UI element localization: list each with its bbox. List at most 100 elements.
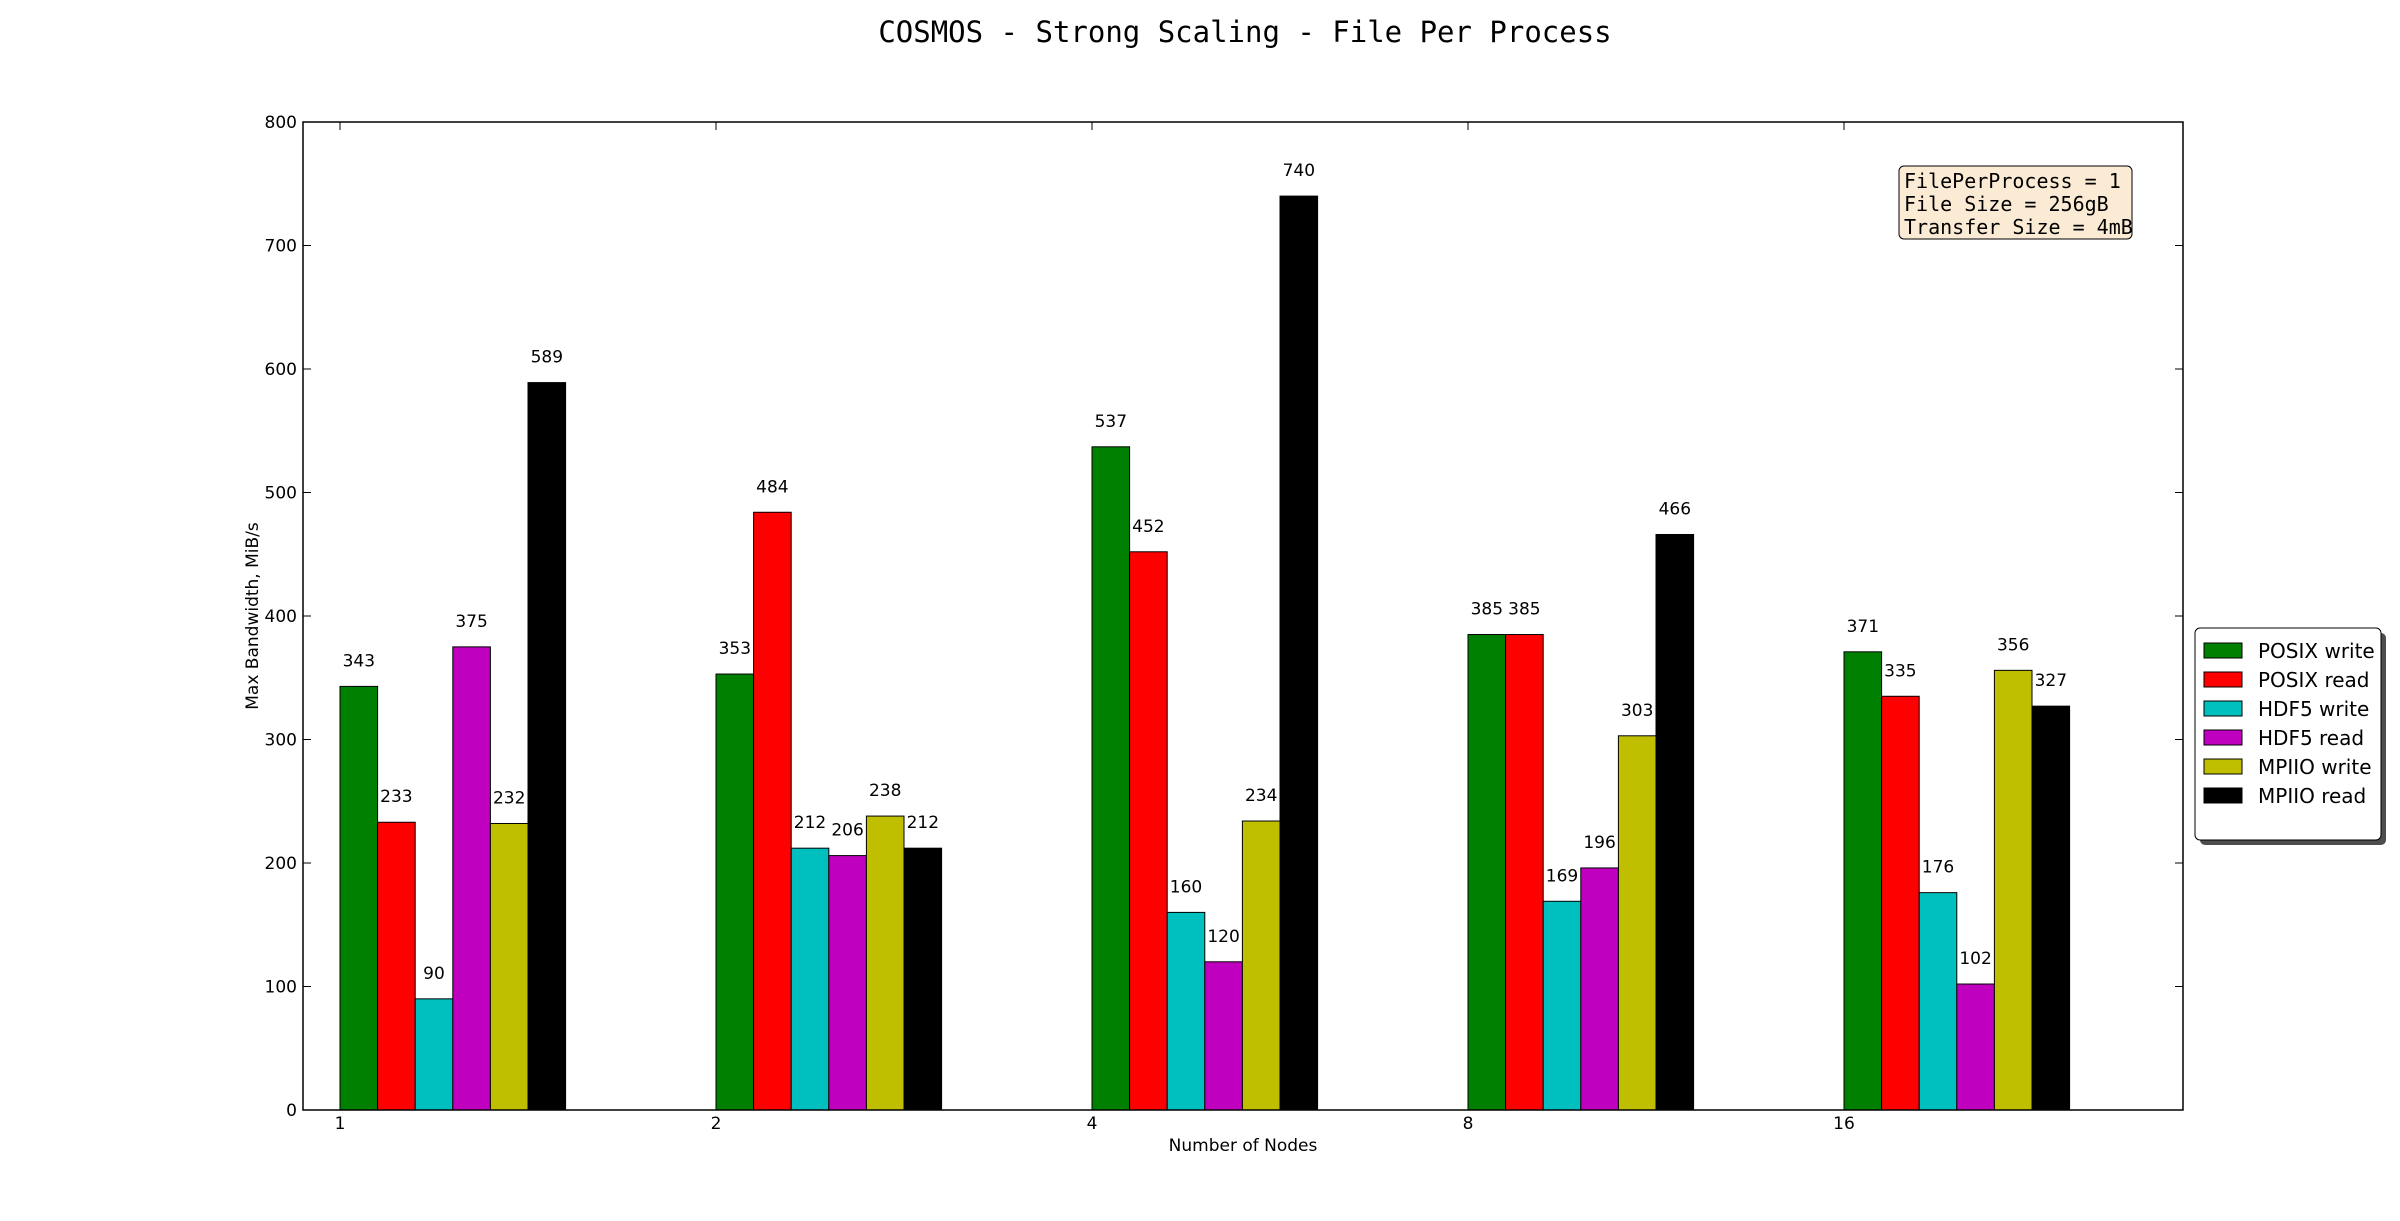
y-tick-label: 700 xyxy=(265,237,297,257)
bar xyxy=(1580,867,1619,1111)
bar xyxy=(865,815,905,1111)
data-label: 371 xyxy=(1847,617,1879,637)
data-label: 537 xyxy=(1095,412,1127,432)
legend-item: MPIIO write xyxy=(2203,755,2372,779)
data-label: 102 xyxy=(1959,949,1991,969)
bars-layer xyxy=(339,195,2071,1111)
annotation-line: File Size = 256gB xyxy=(1904,192,2109,216)
legend-label: MPIIO read xyxy=(2258,784,2366,808)
data-label: 234 xyxy=(1245,786,1277,806)
bar xyxy=(489,822,529,1111)
legend-items: POSIX write POSIX read HDF5 write HDF5 read… xyxy=(2203,639,2375,808)
annotation-box: FilePerProcess = 1 File Size = 256gB Tra… xyxy=(1898,165,2133,240)
legend-label: POSIX write xyxy=(2258,639,2375,663)
bar xyxy=(753,511,792,1111)
bar xyxy=(1617,735,1657,1111)
data-label: 196 xyxy=(1583,833,1615,853)
annotation-line: FilePerProcess = 1 xyxy=(1904,169,2121,193)
y-tick-label: 400 xyxy=(265,607,297,627)
y-tick-label: 800 xyxy=(265,113,297,133)
bar xyxy=(1467,634,1507,1111)
bar xyxy=(1091,446,1131,1111)
legend-label: MPIIO write xyxy=(2258,755,2372,779)
bar xyxy=(790,847,830,1111)
y-tick-label: 500 xyxy=(265,484,297,504)
legend-swatch xyxy=(2203,700,2243,717)
annotation-line: Transfer Size = 4mB xyxy=(1904,215,2133,239)
data-label: 303 xyxy=(1621,701,1653,721)
data-label: 356 xyxy=(1997,635,2029,655)
bar xyxy=(2031,705,2071,1111)
legend-label: POSIX read xyxy=(2258,668,2370,692)
bar xyxy=(715,673,755,1111)
x-tick-label: 8 xyxy=(1463,1114,1474,1134)
data-label: 335 xyxy=(1884,661,1916,681)
data-label: 176 xyxy=(1922,858,1954,878)
data-label: 206 xyxy=(831,821,863,841)
legend-item: HDF5 write xyxy=(2203,697,2369,721)
bar xyxy=(1918,892,1958,1111)
bar xyxy=(1881,695,1920,1111)
x-tick-label: 1 xyxy=(335,1114,346,1134)
value-labels-layer: 343 353 537 385 371 233 484 452 385 335 90 212 160 16… xyxy=(343,161,2067,984)
data-label: 466 xyxy=(1659,499,1691,519)
x-tick-label: 2 xyxy=(711,1114,722,1134)
legend: POSIX write POSIX read HDF5 write HDF5 read… xyxy=(2194,627,2386,845)
legend-swatch xyxy=(2203,671,2243,688)
data-label: 233 xyxy=(380,787,412,807)
bar xyxy=(339,685,379,1111)
bar xyxy=(1993,669,2033,1111)
legend-item: POSIX read xyxy=(2203,668,2370,692)
legend-item: POSIX write xyxy=(2203,639,2375,663)
y-axis-label: Max Bandwidth, MiB/s xyxy=(243,522,263,710)
legend-label: HDF5 read xyxy=(2258,726,2364,750)
data-label: 160 xyxy=(1170,877,1202,897)
legend-label: HDF5 write xyxy=(2258,697,2369,721)
legend-swatch xyxy=(2203,642,2243,659)
legend-swatch xyxy=(2203,729,2243,746)
data-label: 90 xyxy=(423,964,445,984)
x-tick-label: 16 xyxy=(1833,1114,1855,1134)
bar xyxy=(903,847,943,1111)
bar xyxy=(527,382,567,1111)
bar xyxy=(1843,651,1883,1111)
legend-item: MPIIO read xyxy=(2203,784,2366,808)
data-label: 385 xyxy=(1471,600,1503,620)
data-label: 375 xyxy=(455,612,487,632)
data-label: 169 xyxy=(1546,866,1578,886)
y-tick-label: 100 xyxy=(265,978,297,998)
data-label: 452 xyxy=(1132,517,1164,537)
data-label: 589 xyxy=(531,348,563,368)
ticks-layer: 0 100 200 300 400 500 600 700 800 1 2 4 8 16 xyxy=(265,113,2183,1134)
bar xyxy=(1204,961,1243,1111)
legend-item: HDF5 read xyxy=(2203,726,2364,750)
data-label: 740 xyxy=(1283,161,1315,181)
bar xyxy=(414,998,454,1111)
bar xyxy=(828,855,867,1111)
data-label: 232 xyxy=(493,788,525,808)
bar xyxy=(1956,983,1995,1111)
x-tick-label: 4 xyxy=(1087,1114,1098,1134)
data-label: 484 xyxy=(756,477,788,497)
bar xyxy=(1655,533,1695,1111)
y-tick-label: 600 xyxy=(265,360,297,380)
y-tick-label: 300 xyxy=(265,731,297,751)
chart-title: COSMOS - Strong Scaling - File Per Proce… xyxy=(878,15,1611,49)
y-tick-label: 0 xyxy=(286,1101,297,1121)
data-label: 353 xyxy=(719,639,751,659)
bar xyxy=(377,821,416,1111)
bar xyxy=(1241,820,1281,1111)
data-label: 212 xyxy=(794,813,826,833)
annotation-background xyxy=(1898,165,2133,240)
bar xyxy=(1129,551,1168,1111)
bar xyxy=(1166,911,1206,1111)
y-tick-label: 200 xyxy=(265,854,297,874)
data-label: 385 xyxy=(1508,600,1540,620)
x-axis-label: Number of Nodes xyxy=(1169,1136,1318,1156)
data-label: 212 xyxy=(907,813,939,833)
bar xyxy=(1542,900,1582,1111)
data-label: 343 xyxy=(343,651,375,671)
data-label: 327 xyxy=(2035,671,2067,691)
legend-swatch xyxy=(2203,787,2243,804)
